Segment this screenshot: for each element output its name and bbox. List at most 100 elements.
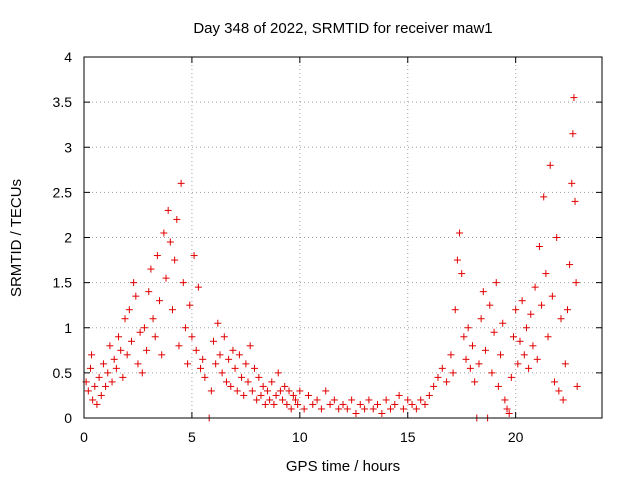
- data-point: [99, 360, 107, 368]
- data-point: [571, 197, 579, 205]
- data-point: [309, 400, 317, 408]
- data-point: [535, 243, 543, 251]
- data-point: [257, 391, 265, 399]
- data-point: [106, 342, 114, 350]
- data-point: [563, 306, 571, 314]
- data-points: [82, 94, 581, 422]
- data-point: [140, 324, 148, 332]
- data-point: [149, 315, 157, 323]
- data-point: [251, 364, 259, 372]
- data-point: [573, 382, 581, 390]
- data-point: [542, 270, 550, 278]
- data-point: [197, 364, 205, 372]
- x-tick-label: 20: [508, 429, 524, 445]
- data-point: [190, 252, 198, 260]
- data-point: [266, 396, 274, 404]
- y-tick-label: 2: [64, 230, 72, 246]
- data-point: [156, 297, 164, 305]
- data-point: [559, 396, 567, 404]
- data-point: [507, 373, 515, 381]
- data-point: [451, 306, 459, 314]
- data-point: [348, 396, 356, 404]
- data-point: [132, 292, 140, 300]
- data-point: [568, 179, 576, 187]
- data-point: [326, 400, 334, 408]
- data-point: [188, 333, 196, 341]
- data-point: [551, 378, 559, 386]
- data-point: [538, 301, 546, 309]
- data-point: [125, 306, 133, 314]
- data-point: [162, 274, 170, 282]
- data-point: [279, 396, 287, 404]
- data-point: [490, 328, 498, 336]
- data-point: [212, 360, 220, 368]
- data-point: [179, 279, 187, 287]
- data-point: [570, 94, 578, 102]
- data-point: [194, 283, 202, 291]
- data-point: [548, 292, 556, 300]
- data-point: [207, 387, 215, 395]
- data-point: [522, 324, 530, 332]
- data-point: [481, 346, 489, 354]
- y-tick-label: 3: [64, 139, 72, 155]
- data-point: [503, 405, 511, 413]
- data-point: [501, 396, 509, 404]
- data-point: [108, 378, 116, 386]
- data-point: [462, 355, 470, 363]
- data-point: [268, 378, 276, 386]
- data-point: [421, 400, 429, 408]
- data-point: [447, 351, 455, 359]
- tick-labels: 0 0.5 1 1.5 2 2.5 3 3.5 4 0 5 10 15 20: [53, 49, 524, 445]
- data-point: [339, 400, 347, 408]
- data-point: [274, 369, 282, 377]
- data-point: [173, 215, 181, 223]
- data-point: [352, 409, 360, 417]
- data-point: [227, 382, 235, 390]
- data-point: [378, 409, 386, 417]
- data-point: [95, 373, 103, 381]
- data-point: [201, 373, 209, 381]
- data-point: [138, 369, 146, 377]
- data-point: [104, 369, 112, 377]
- data-point: [86, 364, 94, 372]
- data-point: [464, 324, 472, 332]
- data-point: [175, 342, 183, 350]
- data-point: [220, 333, 228, 341]
- data-point: [479, 288, 487, 296]
- data-point: [233, 387, 241, 395]
- y-tick-label: 4: [64, 49, 72, 65]
- data-point: [514, 360, 522, 368]
- data-point: [158, 351, 166, 359]
- x-axis-label: GPS time / hours: [286, 458, 400, 475]
- data-point: [369, 405, 377, 413]
- x-tick-label: 0: [80, 429, 88, 445]
- data-point: [216, 351, 224, 359]
- data-point: [117, 346, 125, 354]
- data-point: [488, 369, 496, 377]
- data-point: [136, 328, 144, 336]
- data-point: [566, 261, 574, 269]
- data-point: [134, 360, 142, 368]
- data-point: [145, 288, 153, 296]
- data-point: [88, 351, 96, 359]
- data-point: [469, 342, 476, 350]
- data-point: [184, 360, 192, 368]
- data-point: [130, 279, 138, 287]
- data-point: [225, 355, 233, 363]
- data-point: [218, 369, 226, 377]
- x-tick-label: 10: [292, 429, 308, 445]
- data-point: [181, 324, 189, 332]
- data-point: [164, 206, 172, 214]
- data-point: [395, 391, 403, 399]
- data-point: [231, 364, 239, 372]
- data-point: [255, 373, 263, 381]
- data-point: [84, 387, 92, 395]
- y-tick-label: 1.5: [53, 275, 73, 291]
- data-point: [294, 400, 302, 408]
- data-point: [391, 400, 399, 408]
- data-point: [91, 382, 99, 390]
- data-point: [127, 337, 135, 345]
- data-point: [97, 391, 105, 399]
- data-point: [112, 364, 120, 372]
- data-point: [304, 391, 312, 399]
